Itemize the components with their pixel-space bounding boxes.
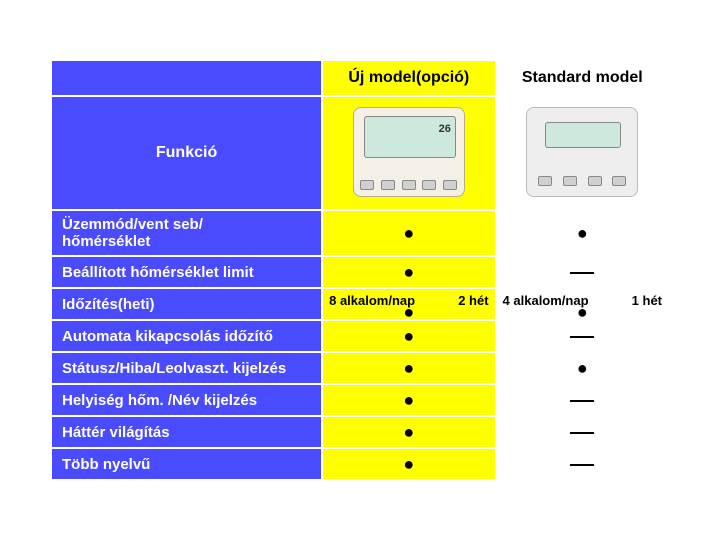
row-std-value: ● xyxy=(496,210,669,256)
row-label: Beállított hőmérséklet limit xyxy=(51,256,322,288)
table-row: Beállított hőmérséklet limit ● xyxy=(51,256,669,288)
table-row: Üzemmód/vent seb/ hőmérséklet ● ● xyxy=(51,210,669,256)
row-std-value: ● xyxy=(496,352,669,384)
dash-icon xyxy=(570,432,594,434)
dot-icon: ● xyxy=(403,326,414,346)
dash-icon xyxy=(570,400,594,402)
row-new-value: ● xyxy=(322,448,495,480)
table-row: Automata kikapcsolás időzítő ● xyxy=(51,320,669,352)
header-standard-model: Standard model xyxy=(496,60,669,96)
row-label: Üzemmód/vent seb/ hőmérséklet xyxy=(51,210,322,256)
device-btn xyxy=(360,180,374,190)
device-new-mock: 26 xyxy=(353,107,465,197)
row-label: Időzítés(heti) xyxy=(51,288,322,320)
table-row: Több nyelvű ● xyxy=(51,448,669,480)
table-row: Háttér világítás ● xyxy=(51,416,669,448)
row-new-value: ● xyxy=(322,416,495,448)
device-new-cell: 26 xyxy=(322,96,495,210)
row-std-value xyxy=(496,256,669,288)
row-new-value: ● xyxy=(322,320,495,352)
row-std-value xyxy=(496,320,669,352)
dot-icon: ● xyxy=(403,358,414,378)
freq-right: 2 hét xyxy=(458,293,488,308)
row-std-value xyxy=(496,448,669,480)
device-std-buttons xyxy=(527,176,637,186)
dot-icon: ● xyxy=(403,223,414,243)
device-btn xyxy=(563,176,577,186)
row-std-value xyxy=(496,384,669,416)
comparison-table: Új model(opció) Standard model Funkció 2… xyxy=(50,59,670,481)
freq-left: 4 alkalom/nap xyxy=(503,293,589,308)
dot-icon: ● xyxy=(577,307,588,317)
dash-icon xyxy=(570,336,594,338)
dot-icon: ● xyxy=(403,307,414,317)
device-btn xyxy=(612,176,626,186)
freq-right: 1 hét xyxy=(632,293,662,308)
header-blank xyxy=(51,60,322,96)
row-std-value: 4 alkalom/nap● 1 hét xyxy=(496,288,669,320)
dot-icon: ● xyxy=(577,223,588,243)
header-row: Új model(opció) Standard model xyxy=(51,60,669,96)
row-std-value xyxy=(496,416,669,448)
device-btn xyxy=(588,176,602,186)
row-new-value: ● xyxy=(322,256,495,288)
row-new-value: 8 alkalom/nap● 2 hét xyxy=(322,288,495,320)
header-new-model: Új model(opció) xyxy=(322,60,495,96)
row-label: Automata kikapcsolás időzítő xyxy=(51,320,322,352)
device-btn xyxy=(402,180,416,190)
device-new-screen: 26 xyxy=(364,116,456,158)
dot-icon: ● xyxy=(577,358,588,378)
dash-icon xyxy=(570,272,594,274)
dot-icon: ● xyxy=(403,262,414,282)
device-std-mock xyxy=(526,107,638,197)
device-new-buttons xyxy=(354,180,464,190)
func-heading: Funkció xyxy=(51,96,322,210)
table-row: Státusz/Hiba/Leolvaszt. kijelzés ● ● xyxy=(51,352,669,384)
dash-icon xyxy=(570,464,594,466)
freq-left: 8 alkalom/nap xyxy=(329,293,415,308)
table-row: Helyiség hőm. /Név kijelzés ● xyxy=(51,384,669,416)
dot-icon: ● xyxy=(403,422,414,442)
dot-icon: ● xyxy=(403,390,414,410)
table-row: Időzítés(heti)8 alkalom/nap●2 hét4 alkal… xyxy=(51,288,669,320)
row-new-value: ● xyxy=(322,384,495,416)
row-new-value: ● xyxy=(322,352,495,384)
image-row: Funkció 26 xyxy=(51,96,669,210)
device-btn xyxy=(538,176,552,186)
device-btn xyxy=(443,180,457,190)
row-new-value: ● xyxy=(322,210,495,256)
device-new-temp: 26 xyxy=(439,123,451,135)
device-std-screen xyxy=(545,122,621,148)
device-btn xyxy=(381,180,395,190)
device-std-cell xyxy=(496,96,669,210)
row-label: Helyiség hőm. /Név kijelzés xyxy=(51,384,322,416)
device-btn xyxy=(422,180,436,190)
row-label: Háttér világítás xyxy=(51,416,322,448)
row-label: Státusz/Hiba/Leolvaszt. kijelzés xyxy=(51,352,322,384)
dot-icon: ● xyxy=(403,454,414,474)
row-label: Több nyelvű xyxy=(51,448,322,480)
